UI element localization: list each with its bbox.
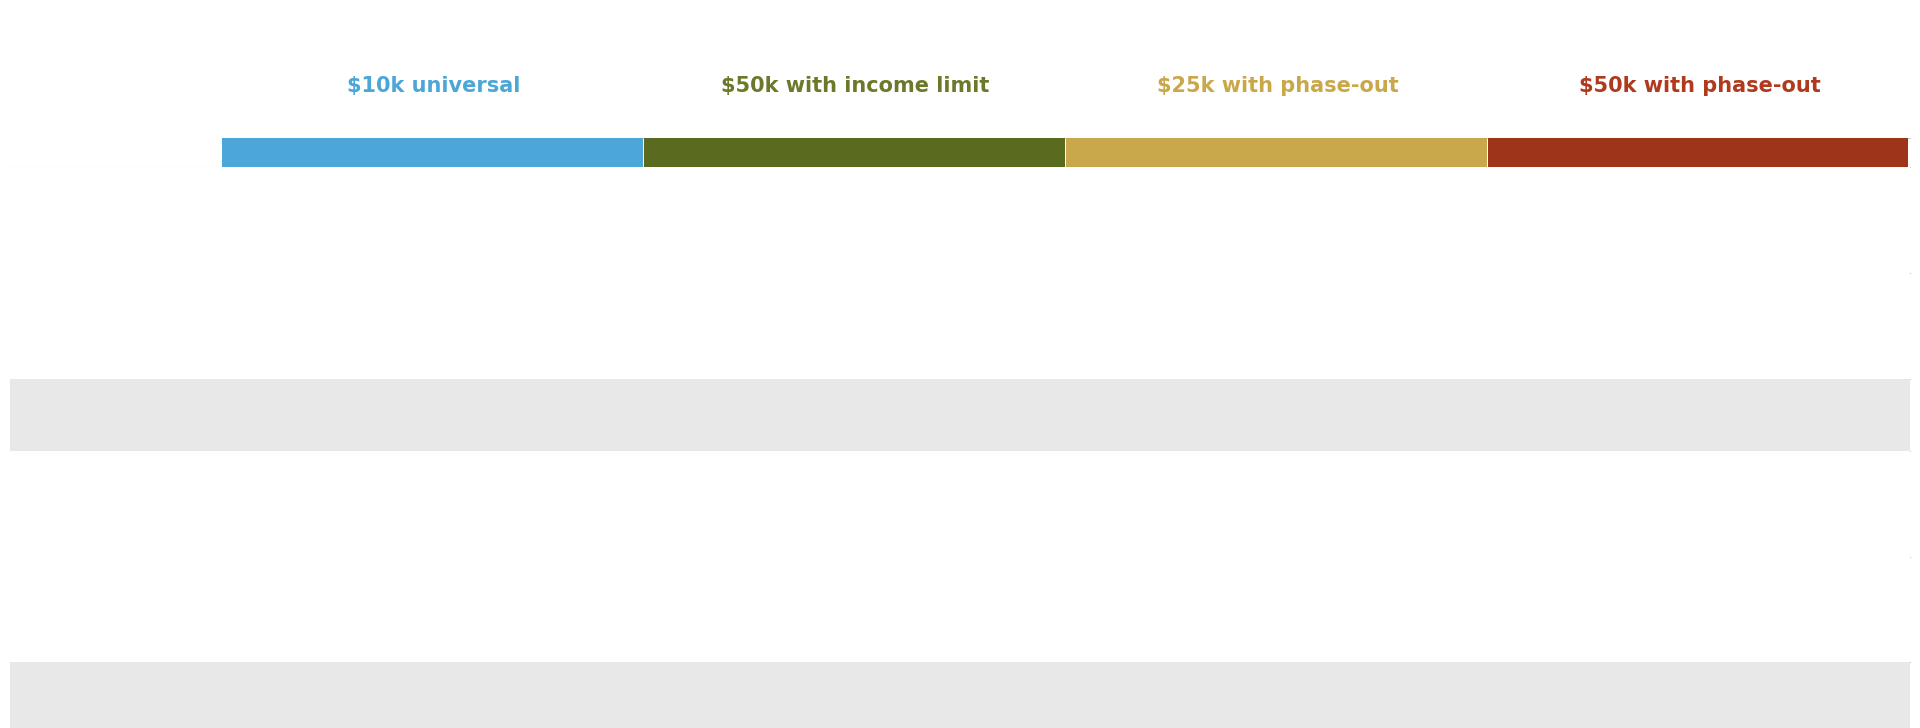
- Text: $10k universal: $10k universal: [348, 76, 520, 95]
- Text: 1.08: 1.08: [829, 403, 881, 427]
- Text: $75: $75: [833, 492, 877, 516]
- Text: 0.66: 0.66: [1672, 687, 1726, 711]
- Text: $267: $267: [826, 314, 885, 338]
- Text: $62: $62: [1676, 492, 1722, 516]
- Text: $287: $287: [1668, 208, 1730, 232]
- Text: $50k with income limit: $50k with income limit: [722, 76, 989, 95]
- Text: 0.63: 0.63: [829, 687, 881, 711]
- Text: Ratio: Ratio: [21, 405, 83, 425]
- Text: $95: $95: [1676, 598, 1722, 622]
- Text: Low income
(bottom 2 quintiles): Low income (bottom 2 quintiles): [21, 199, 215, 241]
- Text: 0.22: 0.22: [407, 687, 459, 711]
- Text: $57: $57: [1256, 314, 1300, 338]
- Text: $88: $88: [1676, 314, 1722, 338]
- Text: 0.63: 0.63: [407, 403, 459, 427]
- Text: $38: $38: [1256, 492, 1300, 516]
- Text: $126: $126: [403, 208, 463, 232]
- Text: People <5 years from
payoff: People <5 years from payoff: [21, 589, 232, 630]
- Text: $25k with phase-out: $25k with phase-out: [1156, 76, 1398, 95]
- Text: 3.85: 3.85: [1252, 403, 1304, 427]
- Text: People on track to never
pay off: People on track to never pay off: [21, 483, 261, 525]
- Text: 3.26: 3.26: [1672, 403, 1726, 427]
- Text: $287: $287: [826, 208, 885, 232]
- Text: $50k with phase-out: $50k with phase-out: [1578, 76, 1820, 95]
- Text: 0.45: 0.45: [1252, 687, 1304, 711]
- Text: $200: $200: [403, 314, 463, 338]
- Text: $84: $84: [1256, 598, 1300, 622]
- Text: $23: $23: [411, 492, 457, 516]
- Text: $118: $118: [826, 598, 885, 622]
- Text: $218: $218: [1248, 208, 1308, 232]
- Text: $106: $106: [403, 598, 463, 622]
- Text: Ratio: Ratio: [21, 689, 83, 709]
- Text: High income
(top 2 quintiles): High income (top 2 quintiles): [21, 305, 177, 347]
